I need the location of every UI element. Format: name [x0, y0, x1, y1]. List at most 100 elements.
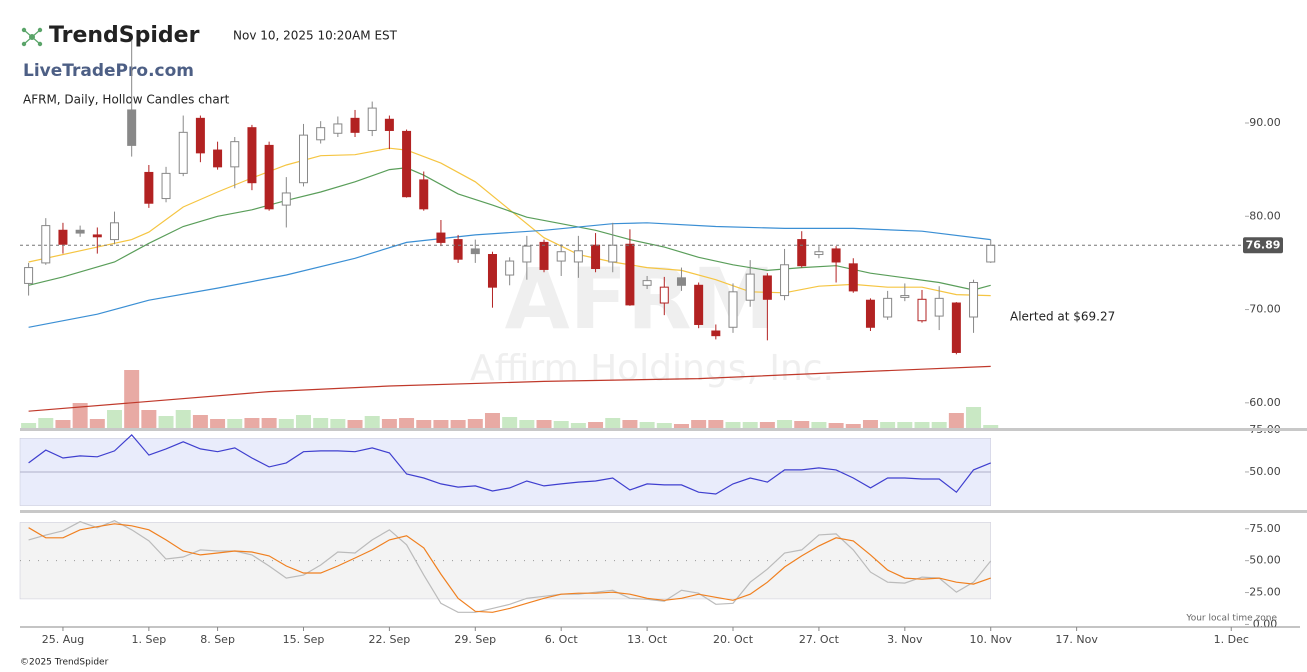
- x-tick-label: 13. Oct: [627, 633, 668, 646]
- volume-bar: [55, 420, 71, 428]
- x-tick-label: 27. Oct: [799, 633, 840, 646]
- volume-bar: [897, 422, 913, 428]
- candle-body: [333, 123, 343, 134]
- volume-bar: [691, 420, 707, 428]
- volume-bar: [966, 407, 982, 428]
- candle-body: [865, 299, 875, 328]
- logo-icon: [21, 27, 43, 47]
- indicator-band: [19, 522, 991, 600]
- x-tick-label: 15. Sep: [283, 633, 325, 646]
- volume-bar: [278, 419, 294, 428]
- y-tick-label: 75.00: [1249, 522, 1281, 535]
- candle-body: [659, 286, 669, 304]
- candle-body: [316, 127, 326, 141]
- candle-body: [92, 234, 102, 238]
- candle-body: [539, 241, 549, 270]
- panel-separator: [20, 428, 1307, 431]
- candle-body: [969, 282, 979, 318]
- series-line: [28, 147, 991, 297]
- volume-bar: [708, 420, 724, 428]
- volume-bar: [364, 416, 380, 428]
- volume-bar: [484, 413, 500, 428]
- volume-bar: [880, 422, 896, 428]
- candle-body: [522, 245, 532, 263]
- y-tick-label: 50.00: [1249, 554, 1281, 567]
- logo: TrendSpider: [49, 23, 200, 48]
- volume-bar: [106, 410, 122, 428]
- y-tick-label: 80.00: [1249, 209, 1281, 222]
- candle-body: [384, 118, 394, 131]
- volume-bar: [399, 418, 415, 428]
- volume-bar: [605, 418, 621, 428]
- candle-body: [58, 229, 68, 245]
- volume-bar: [192, 415, 208, 428]
- candle-body: [298, 134, 308, 184]
- series-line: [28, 222, 991, 328]
- candle-body: [642, 280, 652, 286]
- series-line: [28, 365, 991, 412]
- volume-bar: [158, 416, 174, 428]
- volume-bar: [811, 422, 827, 428]
- volume-bar: [89, 419, 105, 428]
- volume-bar: [914, 422, 930, 428]
- volume-bar: [742, 422, 758, 428]
- volume-bar: [553, 421, 569, 428]
- volume-bar: [141, 410, 157, 428]
- last-price-box: [1243, 237, 1283, 254]
- volume-bar: [416, 420, 432, 428]
- candle-body: [745, 273, 755, 301]
- series-line: [28, 434, 991, 495]
- candle-body: [711, 330, 721, 337]
- volume-bar: [588, 422, 604, 428]
- candle-body: [625, 243, 635, 306]
- volume-bar: [467, 419, 483, 428]
- chart-label: AFRM, Daily, Hollow Candles chart: [23, 93, 230, 107]
- datetime: Nov 10, 2025 10:20AM EST: [233, 29, 398, 43]
- volume-bar: [295, 415, 311, 428]
- candle-body: [986, 244, 996, 263]
- volume-bar: [622, 420, 638, 428]
- candle-body: [178, 131, 188, 174]
- candle-body: [934, 297, 944, 317]
- candle-body: [144, 171, 154, 204]
- series-line: [28, 167, 991, 291]
- candle-body: [951, 302, 961, 353]
- volume-bar: [570, 423, 586, 428]
- y-tick-label: 90.00: [1249, 116, 1281, 129]
- volume-bar: [261, 418, 277, 428]
- y-tick-label: 60.00: [1249, 396, 1281, 409]
- candle-body: [109, 222, 119, 241]
- y-tick-label: 25.00: [1249, 586, 1281, 599]
- candle-body: [281, 192, 291, 206]
- volume-bar: [450, 420, 466, 428]
- y-tick-label: 50.00: [1249, 465, 1281, 478]
- candle-body: [676, 277, 686, 286]
- volume-bar: [519, 420, 535, 428]
- volume-bar: [862, 420, 878, 428]
- volume-bar: [38, 418, 54, 428]
- volume-bar: [227, 419, 243, 428]
- volume-bar: [725, 422, 741, 428]
- candle-body: [883, 297, 893, 318]
- candle-body: [797, 239, 807, 267]
- copyright: ©2025 TrendSpider: [20, 658, 109, 668]
- volume-bar: [794, 421, 810, 428]
- volume-bar: [983, 425, 999, 428]
- volume-bar: [347, 420, 363, 428]
- volume-bar: [313, 418, 329, 428]
- candle-body: [195, 117, 205, 154]
- candle-body: [75, 229, 85, 234]
- x-tick-label: 17. Nov: [1055, 633, 1098, 646]
- candle-body: [161, 172, 171, 200]
- volume-bar: [639, 422, 655, 428]
- candle-body: [917, 298, 927, 322]
- candle-body: [24, 267, 34, 284]
- volume-bar: [72, 403, 88, 428]
- candle-body: [419, 179, 429, 210]
- candle-body: [402, 130, 412, 198]
- candle-body: [470, 248, 480, 255]
- volume-bar: [931, 422, 947, 428]
- candle-body: [608, 244, 618, 263]
- x-tick-label: 3. Nov: [887, 633, 923, 646]
